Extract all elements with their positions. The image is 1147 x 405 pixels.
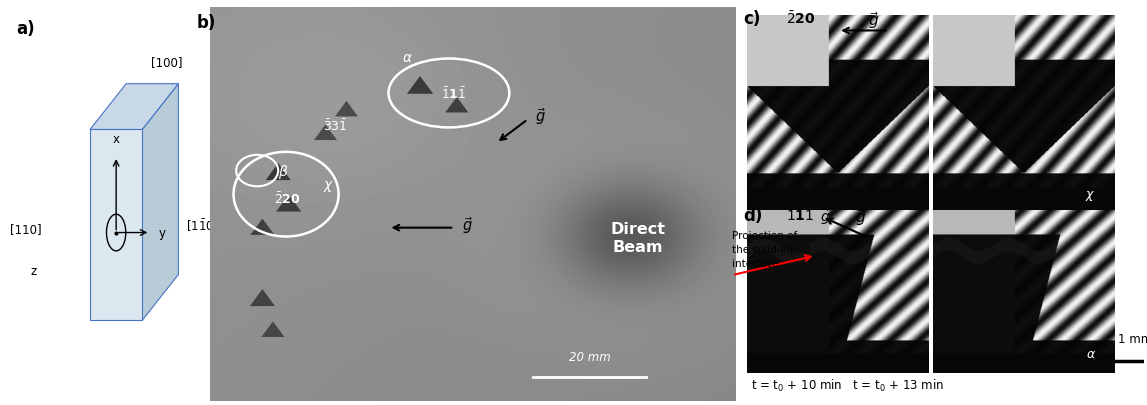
Polygon shape [142, 85, 178, 320]
Polygon shape [335, 102, 358, 117]
Polygon shape [266, 164, 291, 181]
Text: x: x [112, 132, 119, 145]
Text: $\beta$: $\beta$ [279, 162, 289, 180]
Text: d): d) [743, 207, 763, 224]
Text: y: y [158, 226, 165, 239]
Polygon shape [314, 125, 337, 141]
Text: $\bar{2}$20: $\bar{2}$20 [786, 10, 816, 27]
Text: Direct
Beam: Direct Beam [610, 222, 665, 254]
Text: 20 mm: 20 mm [569, 350, 610, 363]
Text: a): a) [16, 20, 34, 38]
Polygon shape [250, 219, 274, 235]
Text: $\bar{3}$3$\bar{1}$: $\bar{3}$3$\bar{1}$ [322, 118, 348, 134]
Text: z: z [31, 264, 37, 277]
Text: $\vec{g}$: $\vec{g}$ [820, 207, 830, 226]
Text: 1 mm: 1 mm [1118, 332, 1147, 345]
Text: $\chi$: $\chi$ [322, 178, 334, 193]
Text: b): b) [197, 14, 216, 32]
Text: $[1\bar{1}0]$: $[1\bar{1}0]$ [186, 217, 219, 234]
Polygon shape [445, 98, 468, 113]
Text: $\bar{1}$1$\bar{1}$: $\bar{1}$1$\bar{1}$ [442, 86, 467, 102]
Polygon shape [262, 322, 284, 337]
Text: $\alpha$: $\alpha$ [1085, 347, 1095, 360]
Polygon shape [276, 195, 302, 212]
Text: $\vec{g}$: $\vec{g}$ [868, 10, 880, 31]
Text: $\bar{2}$20: $\bar{2}$20 [274, 191, 301, 207]
Polygon shape [407, 77, 434, 94]
Text: [110]: [110] [9, 223, 41, 236]
Polygon shape [89, 130, 142, 320]
Text: $\chi$: $\chi$ [1085, 189, 1095, 202]
Polygon shape [250, 290, 275, 306]
Text: t = t$_0$ + 10 min   t = t$_0$ + 13 min: t = t$_0$ + 10 min t = t$_0$ + 13 min [751, 377, 944, 393]
Text: Projection of
the solid-liquid
interface: Projection of the solid-liquid interface [732, 231, 810, 269]
Polygon shape [89, 85, 178, 130]
Text: $\vec{g}$: $\vec{g}$ [855, 207, 866, 228]
Text: $\alpha$: $\alpha$ [401, 51, 413, 65]
Text: $\vec{g}$: $\vec{g}$ [462, 215, 473, 235]
Text: $\bar{1}$1$\bar{1}$: $\bar{1}$1$\bar{1}$ [786, 207, 814, 223]
Text: c): c) [743, 10, 760, 28]
Text: $\vec{g}$: $\vec{g}$ [535, 106, 545, 127]
Text: [100]: [100] [150, 56, 182, 69]
